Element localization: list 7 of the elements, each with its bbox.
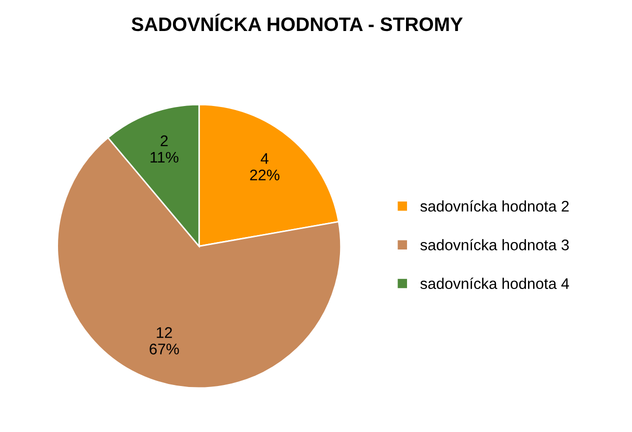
legend-label: sadovnícka hodnota 3 (420, 238, 569, 250)
chart-title: SADOVNÍCKA HODNOTA - STROMY (132, 14, 463, 32)
data-label: 4 22% (250, 153, 280, 180)
data-label: 12 67% (150, 327, 179, 354)
legend-label: sadovnícka hodnota 4 (420, 278, 569, 290)
legend-label: sadovnícka hodnota 2 (420, 200, 569, 212)
data-label: 2 11% (150, 135, 178, 163)
